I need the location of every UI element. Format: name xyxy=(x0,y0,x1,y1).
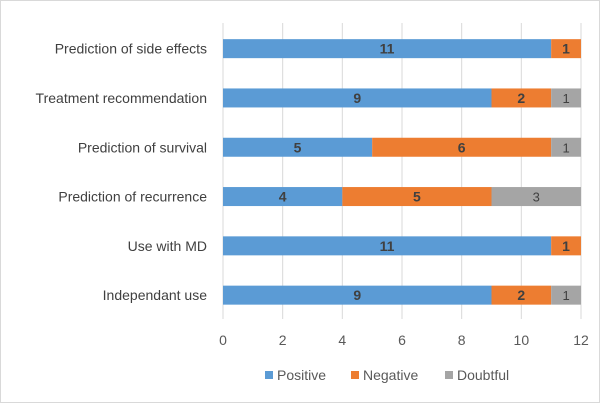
data-label: 5 xyxy=(294,139,302,155)
x-tick-label: 10 xyxy=(514,332,530,348)
bar-segment-positive xyxy=(223,39,552,59)
bar-segment-negative xyxy=(342,187,492,207)
legend-label: Positive xyxy=(277,367,326,383)
legend-swatch-positive xyxy=(265,371,273,379)
category-label: Independant use xyxy=(103,287,208,303)
legend: Positive Negative Doubtful xyxy=(265,367,509,383)
x-tick-label: 8 xyxy=(458,332,466,348)
bar-segment-positive xyxy=(223,285,492,305)
category-label: Prediction of recurrence xyxy=(58,189,207,205)
bar-segment-positive xyxy=(223,187,343,207)
data-label: 3 xyxy=(533,190,540,205)
bar-segment-positive xyxy=(223,236,552,256)
data-label: 1 xyxy=(562,91,569,106)
data-label: 2 xyxy=(517,287,525,303)
data-label: 4 xyxy=(279,189,287,205)
bar-segment-negative xyxy=(491,88,552,108)
bars: 11 19 2 15 6 14 5 311 19 2 1 xyxy=(223,39,581,305)
x-tick-label: 2 xyxy=(279,332,287,348)
category-label: Prediction of side effects xyxy=(55,41,207,57)
bar-segment-negative xyxy=(551,39,581,59)
bar-segment-doubtful xyxy=(551,88,581,108)
category-label: Use with MD xyxy=(128,238,207,254)
category-labels: Prediction of side effects Treatment reco… xyxy=(36,41,208,303)
category-label: Prediction of survival xyxy=(78,139,207,155)
category-label: Treatment recommendation xyxy=(36,90,207,106)
bar-segment-doubtful xyxy=(551,285,581,305)
x-tick-label: 12 xyxy=(573,332,589,348)
gridlines xyxy=(222,23,582,319)
data-label: 6 xyxy=(458,139,466,155)
data-label: 1 xyxy=(562,288,569,303)
bar-segment-positive xyxy=(223,137,373,157)
data-label: 1 xyxy=(562,140,569,155)
legend-swatch-negative xyxy=(351,371,359,379)
data-label: 9 xyxy=(353,90,361,106)
x-axis-tick-labels: 0 2 4 6 8 10 12 xyxy=(219,332,589,348)
bar-segment-negative xyxy=(491,285,552,305)
bar-segment-doubtful xyxy=(491,187,581,207)
x-tick-label: 6 xyxy=(398,332,406,348)
bar-segment-negative xyxy=(551,236,581,256)
data-label: 1 xyxy=(562,238,570,254)
data-label: 5 xyxy=(413,189,421,205)
bar-segment-negative xyxy=(372,137,552,157)
legend-label: Negative xyxy=(363,367,418,383)
data-label: 11 xyxy=(380,238,395,254)
bar-segment-doubtful xyxy=(551,137,581,157)
data-label: 2 xyxy=(517,90,525,106)
data-label: 9 xyxy=(353,287,361,303)
x-tick-label: 4 xyxy=(338,332,346,348)
legend-label: Doubtful xyxy=(457,367,509,383)
data-label: 11 xyxy=(380,41,395,57)
x-tick-label: 0 xyxy=(219,332,227,348)
legend-swatch-doubtful xyxy=(445,371,453,379)
data-label: 1 xyxy=(562,41,570,57)
bar-segment-positive xyxy=(223,88,492,108)
